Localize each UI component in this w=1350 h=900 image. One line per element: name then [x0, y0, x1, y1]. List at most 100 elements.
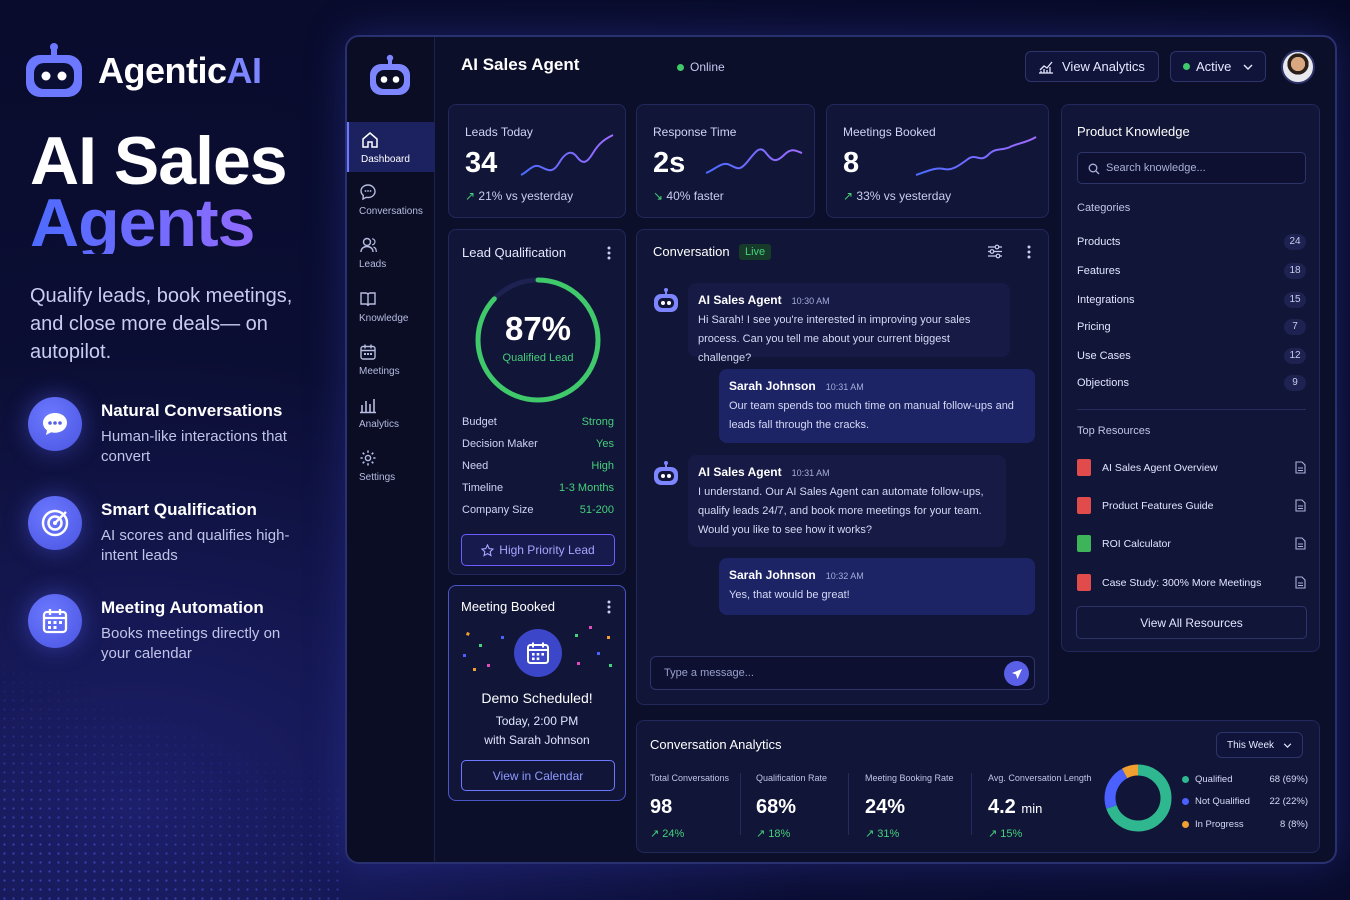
robot-avatar-icon [654, 288, 678, 312]
book-icon [360, 292, 376, 307]
card-title: Lead Qualification [462, 245, 567, 260]
feature-title: Natural Conversations [101, 401, 283, 420]
target-icon [28, 496, 82, 550]
more-menu-icon[interactable] [1027, 245, 1031, 259]
view-analytics-button[interactable]: View Analytics [1025, 51, 1159, 82]
active-status-dropdown[interactable]: Active [1170, 51, 1266, 82]
pdf-file-icon [1077, 497, 1091, 514]
chevron-down-icon [1283, 742, 1292, 748]
qualification-score: 87% [504, 310, 572, 347]
category-features[interactable]: Features 18 [1077, 263, 1306, 279]
stat-value: 8 [843, 147, 860, 179]
qualification-donut-chart [1104, 764, 1172, 832]
category-products[interactable]: Products 24 [1077, 234, 1306, 250]
document-icon[interactable] [1295, 499, 1306, 512]
sparkline-chart [705, 148, 803, 174]
stat-delta: ↗ 33% vs yesterday [843, 189, 952, 203]
dot-pattern-background [0, 660, 340, 900]
stat-value: 2s [653, 147, 686, 179]
page-title: AI Sales Agent [461, 55, 580, 74]
document-icon[interactable] [1295, 537, 1306, 550]
meeting-time: Today, 2:00 PM [495, 714, 579, 728]
card-title: Conversation Analytics [650, 737, 782, 752]
hero-title-line2: Agents [30, 189, 287, 257]
feature-meeting-automation: Meeting Automation Books meetings direct… [28, 594, 301, 664]
feature-smart-qualification: Smart Qualification AI scores and qualif… [28, 496, 301, 566]
category-pricing[interactable]: Pricing 7 [1077, 319, 1306, 335]
spreadsheet-file-icon [1077, 535, 1091, 552]
live-badge: Live [739, 244, 772, 260]
more-menu-icon[interactable] [607, 246, 611, 260]
conversation-analytics-card: Conversation Analytics This Week Total C… [636, 720, 1320, 853]
resource-item[interactable]: AI Sales Agent Overview [1077, 459, 1306, 476]
robot-logo-icon [370, 54, 410, 95]
sidebar-item-dashboard[interactable]: Dashboard [347, 122, 435, 172]
metric-total-conversations: Total Conversations 98 ↗ 24% [650, 773, 730, 840]
category-integrations[interactable]: Integrations 15 [1077, 292, 1306, 308]
divider [971, 773, 972, 835]
feature-title: Meeting Automation [101, 598, 264, 617]
divider [740, 773, 741, 835]
legend-in-progress: In Progress 8 (8%) [1182, 819, 1308, 830]
resource-item[interactable]: ROI Calculator [1077, 535, 1306, 552]
lq-row-decision-maker: Decision Maker Yes [462, 438, 614, 450]
robot-logo-icon [26, 43, 82, 97]
meeting-attendee: with Sarah Johnson [484, 733, 590, 747]
message-bubble-ai: AI Sales Agent 10:30 AM Hi Sarah! I see y… [688, 283, 1010, 364]
meeting-headline: Demo Scheduled! [481, 690, 593, 706]
gear-icon [360, 450, 376, 466]
top-bar: AI Sales Agent Online View Analytics Act… [435, 37, 1335, 99]
more-menu-icon[interactable] [607, 600, 611, 614]
sidebar-item-label: Dashboard [361, 154, 410, 165]
metric-avg-conversation-length: Avg. Conversation Length 4.2 min ↗ 15% [988, 773, 1092, 840]
sidebar-item-label: Knowledge [359, 313, 409, 324]
sidebar-item-label: Conversations [359, 206, 423, 217]
category-objections[interactable]: Objections 9 [1077, 375, 1306, 391]
knowledge-search-input[interactable]: Search knowledge... [1077, 152, 1306, 184]
card-title: Meeting Booked [461, 599, 555, 614]
category-use-cases[interactable]: Use Cases 12 [1077, 348, 1306, 364]
legend-swatch [1182, 821, 1189, 828]
robot-avatar-icon [654, 461, 678, 485]
categories-heading: Categories [1077, 202, 1131, 214]
document-icon[interactable] [1295, 461, 1306, 474]
view-in-calendar-button[interactable]: View in Calendar [461, 760, 615, 791]
calendar-icon [360, 344, 376, 360]
card-title: Conversation [653, 244, 730, 259]
resource-item[interactable]: Product Features Guide [1077, 497, 1306, 514]
message-input[interactable]: Type a message... [650, 656, 1035, 690]
sidebar-item-analytics[interactable]: Analytics [347, 396, 435, 446]
view-all-resources-button[interactable]: View All Resources [1076, 606, 1307, 639]
message-bubble-user: Sarah Johnson 10:31 AM Our team spends to… [719, 369, 1035, 443]
high-priority-lead-button[interactable]: High Priority Lead [461, 534, 615, 566]
status-dot [1183, 63, 1190, 70]
pdf-file-icon [1077, 459, 1091, 476]
resource-item[interactable]: Case Study: 300% More Meetings [1077, 574, 1306, 591]
donut-slice-in-progress [1104, 764, 1172, 832]
users-icon [360, 237, 377, 253]
online-status: Online [677, 60, 725, 74]
sidebar-item-settings[interactable]: Settings [347, 449, 435, 499]
filter-sliders-icon[interactable] [987, 244, 1003, 259]
lead-qualification-card: Lead Qualification 87% Qualified Lead Bu… [448, 229, 626, 575]
send-button[interactable] [1004, 661, 1029, 686]
brand-name: AgenticAI [98, 50, 262, 91]
sidebar-item-knowledge[interactable]: Knowledge [347, 290, 435, 340]
sidebar-item-meetings[interactable]: Meetings [347, 343, 435, 393]
status-dot [677, 63, 684, 71]
user-avatar[interactable] [1281, 50, 1315, 84]
hero-subtitle: Qualify leads, book meetings, and close … [30, 285, 293, 363]
message-text: Hi Sarah! I see you're interested in imp… [698, 314, 971, 364]
sidebar-item-leads[interactable]: Leads [347, 236, 435, 286]
stat-card-leads-today: Leads Today 34 ↗ 21% vs yesterday [448, 104, 626, 218]
sidebar-item-conversations[interactable]: Conversations [347, 183, 435, 233]
stat-card-meetings-booked: Meetings Booked 8 ↗ 33% vs yesterday [826, 104, 1049, 218]
document-icon[interactable] [1295, 576, 1306, 589]
hero-title-line1: AI Sales [30, 123, 288, 199]
brand: AgenticAI [24, 42, 262, 100]
sidebar-item-label: Meetings [359, 366, 400, 377]
feature-desc: Books meetings directly on your calendar [101, 625, 281, 662]
calendar-icon [514, 629, 562, 677]
qualification-label: Qualified Lead [502, 352, 574, 364]
period-dropdown[interactable]: This Week [1216, 732, 1303, 758]
